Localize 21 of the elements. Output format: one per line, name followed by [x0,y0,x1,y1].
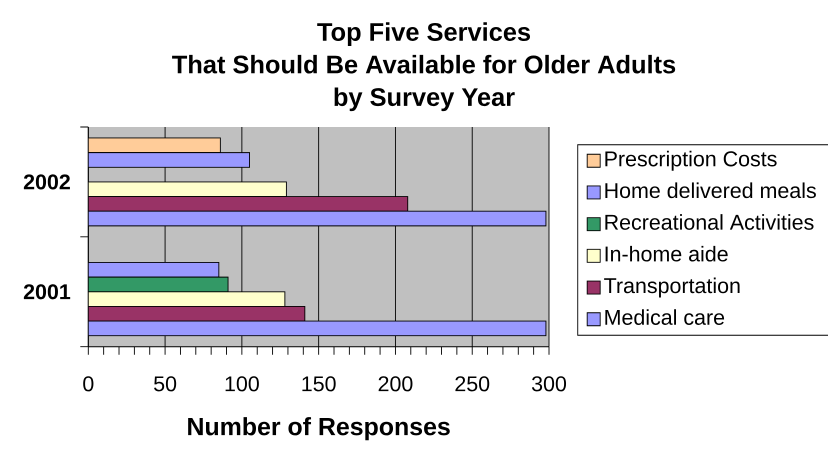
legend-label: Transportation [604,278,740,298]
bar [88,320,546,336]
legend-label: In-home aide [606,246,728,262]
legend-label: Recreational Activities [605,214,814,230]
x-tick-label: 300 [532,376,566,392]
y-tick-label: 2002 [24,174,70,190]
x-tick-label: 150 [302,376,336,392]
x-axis-title: Number of Responses [188,417,450,440]
legend-label: Prescription Costs [605,150,777,171]
bar [88,210,546,226]
y-tick-label: 2001 [24,284,70,300]
x-tick-label: 0 [83,376,94,392]
bar [88,196,408,212]
bar [88,306,306,322]
chart-title: Top Five Services That Should Be Available for Older Adults by Survey Year [172,22,676,112]
x-tick-label: 50 [154,376,176,392]
legend-label: Home delivered meals [605,182,816,198]
legend-label: Medical care [605,309,724,325]
x-tick-label: 250 [455,376,490,392]
x-tick-label: 100 [226,376,259,392]
x-tick-label: 200 [378,376,412,392]
